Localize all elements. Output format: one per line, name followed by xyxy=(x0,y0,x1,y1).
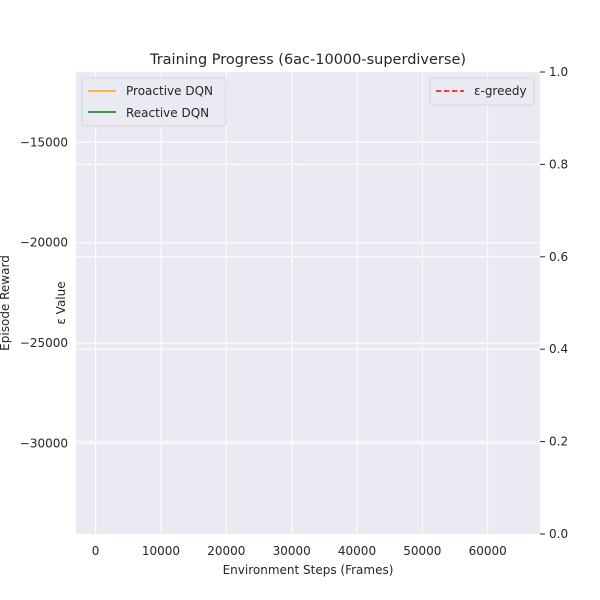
legend-left-box xyxy=(81,77,227,127)
x-tick-label: 60000 xyxy=(469,544,507,558)
x-axis-ticks: 0 10000 20000 30000 40000 50000 60000 xyxy=(92,544,507,558)
x-tick-label: 0 xyxy=(92,544,100,558)
chart-title: Training Progress (6ac-10000-superdivers… xyxy=(149,52,466,68)
grid xyxy=(76,72,540,534)
x-tick-label: 40000 xyxy=(338,544,376,558)
y2-tick-label: 0.2 xyxy=(549,435,568,449)
legend-reactive-label: Reactive DQN xyxy=(126,106,209,120)
y-tick-label: −20000 xyxy=(20,236,68,250)
legend-right: ε-greedy xyxy=(429,77,535,106)
x-tick-label: 50000 xyxy=(403,544,441,558)
y2-axis-label: ε Value xyxy=(54,281,68,324)
y-axis-ticks: −15000 −20000 −25000 −30000 xyxy=(20,135,68,450)
legend-right-box xyxy=(429,77,535,106)
legend-epsilon-label: ε-greedy xyxy=(474,84,527,98)
x-tick-label: 20000 xyxy=(207,544,245,558)
y2-tick-label: 0.4 xyxy=(549,342,568,356)
x-tick-label: 10000 xyxy=(142,544,180,558)
legend-left: Proactive DQN Reactive DQN xyxy=(81,77,227,127)
plot-area xyxy=(76,72,540,534)
y2-tick-label: 0.6 xyxy=(549,250,568,264)
y2-tick-label: 0.8 xyxy=(549,157,568,171)
y2-axis-ticks: 1.0 0.8 0.6 0.4 0.2 0.0 xyxy=(540,65,568,541)
y-tick-label: −25000 xyxy=(20,336,68,350)
y-axis-label: Episode Reward xyxy=(0,255,12,351)
y-tick-label: −30000 xyxy=(20,437,68,451)
y2-tick-label: 1.0 xyxy=(549,65,568,79)
legend-proactive-label: Proactive DQN xyxy=(126,84,213,98)
x-axis-label: Environment Steps (Frames) xyxy=(223,563,394,577)
x-tick-label: 30000 xyxy=(273,544,311,558)
y2-tick-label: 0.0 xyxy=(549,527,568,541)
y-tick-label: −15000 xyxy=(20,135,68,149)
